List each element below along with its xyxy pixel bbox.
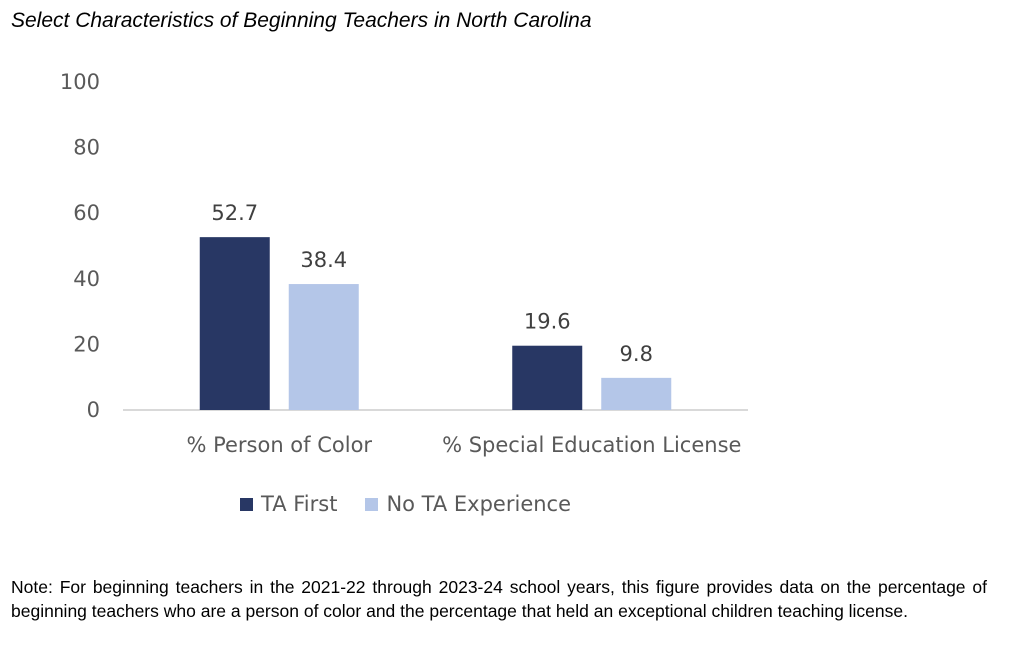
legend-item-ta-first: TA First bbox=[240, 492, 337, 516]
data-label: 9.8 bbox=[620, 342, 653, 366]
bar bbox=[199, 237, 270, 410]
legend-label-ta-first: TA First bbox=[261, 492, 338, 516]
chart-title: Select Characteristics of Beginning Teac… bbox=[11, 9, 592, 32]
category-label: % Person of Color bbox=[186, 433, 372, 457]
y-tick-label: 60 bbox=[73, 201, 100, 225]
bar-chart: 0 20 40 60 80 100 52.7 38.4 % Person of Color 19.… bbox=[60, 70, 748, 457]
data-label: 52.7 bbox=[211, 201, 258, 225]
legend-item-no-ta-experience: No TA Experience bbox=[365, 492, 571, 516]
y-tick-label: 20 bbox=[73, 332, 100, 356]
figure-note: Note: For beginning teachers in the 2021… bbox=[11, 577, 987, 621]
legend-swatch-ta-first bbox=[240, 497, 253, 511]
bar bbox=[288, 284, 359, 410]
y-tick-label: 100 bbox=[60, 70, 100, 94]
category-label: % Special Education License bbox=[442, 433, 741, 457]
y-tick-label: 40 bbox=[73, 267, 100, 291]
bar bbox=[512, 345, 583, 410]
data-label: 38.4 bbox=[300, 248, 347, 272]
data-label: 19.6 bbox=[524, 310, 571, 334]
legend: TA First No TA Experience bbox=[240, 492, 599, 516]
legend-swatch-no-ta-experience bbox=[365, 497, 379, 511]
y-tick-label: 0 bbox=[87, 398, 100, 422]
legend-label-no-ta-experience: No TA Experience bbox=[386, 492, 572, 516]
bar bbox=[601, 377, 672, 410]
y-tick-label: 80 bbox=[73, 136, 100, 160]
